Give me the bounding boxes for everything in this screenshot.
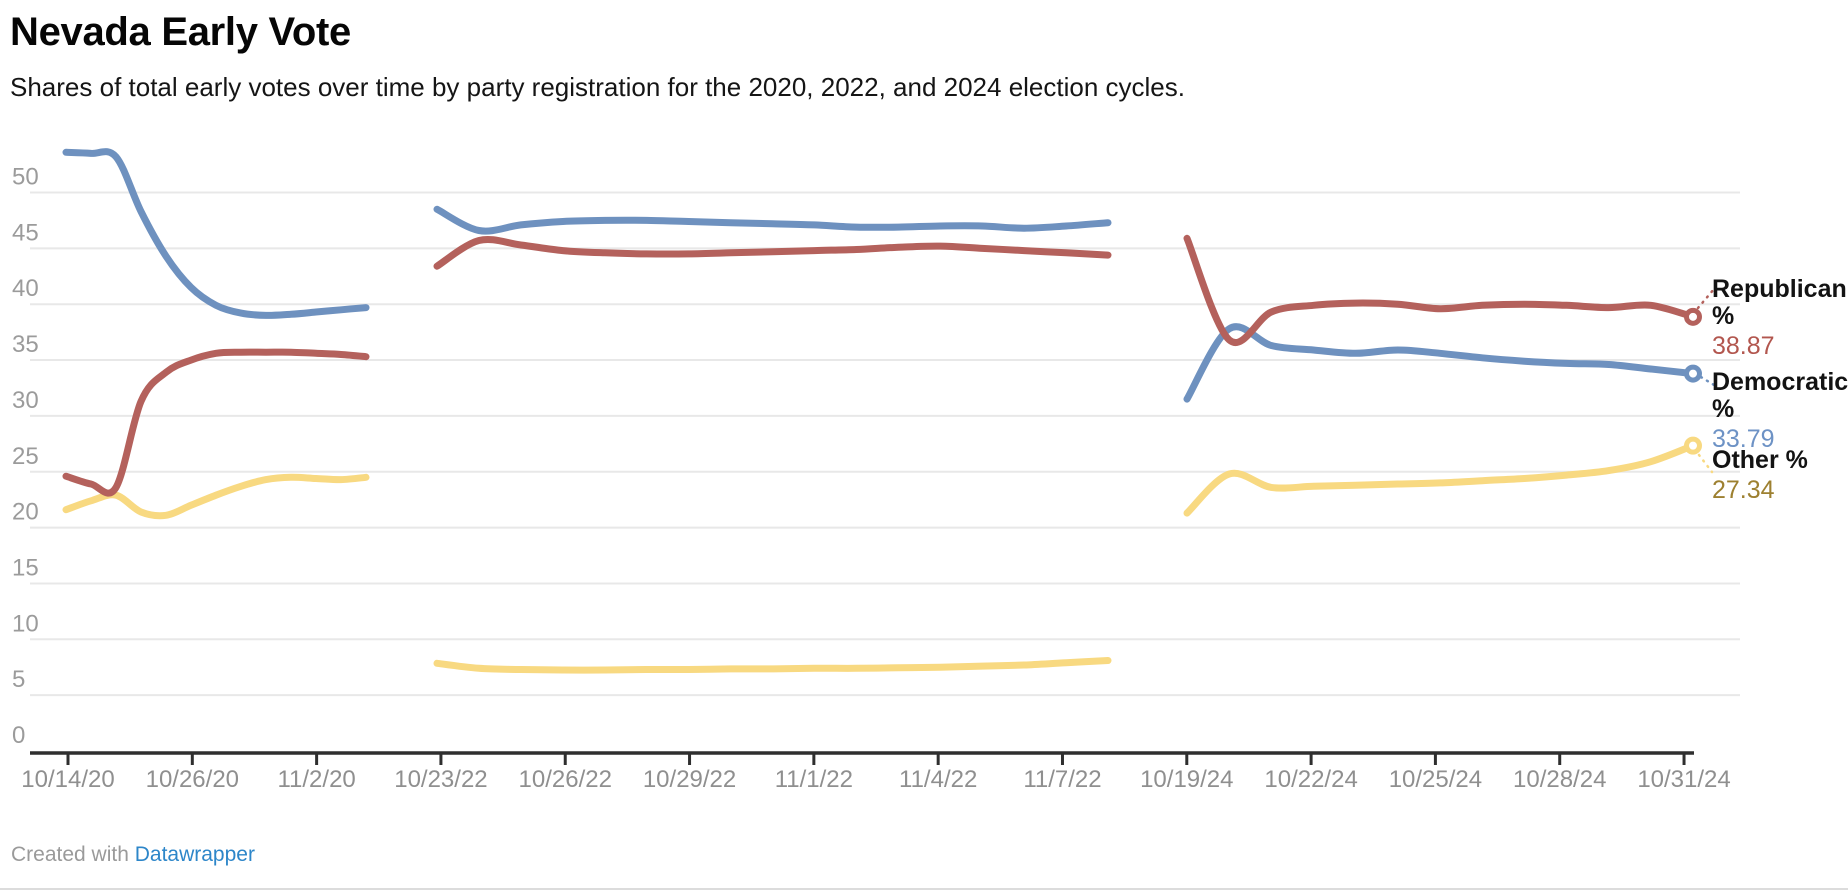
series-name-republican: Republican %	[1712, 275, 1847, 330]
bottom-border	[0, 888, 1848, 890]
line-other-2022	[433, 657, 1112, 674]
endpoint-dot	[1684, 436, 1702, 455]
x-tick-label: 10/19/24	[1140, 766, 1233, 793]
line-republican-2022	[433, 235, 1112, 270]
x-tick-label: 11/4/22	[899, 766, 977, 793]
series-name-democratic: Democratic %	[1712, 368, 1848, 423]
series-value-democratic: 33.79	[1712, 425, 1775, 453]
line-republican-2024	[1183, 234, 1697, 346]
endpoint-dot	[1684, 364, 1702, 383]
x-tick-label: 10/28/24	[1513, 766, 1606, 793]
attribution: Created with Datawrapper	[11, 843, 255, 867]
y-tick-label: 25	[12, 443, 39, 470]
series-label-republican: Republican % 38.87	[1712, 275, 1847, 360]
x-tick-label: 10/25/24	[1389, 766, 1482, 793]
x-tick-label: 11/7/22	[1023, 766, 1101, 793]
series-value-other: 27.34	[1712, 476, 1775, 504]
x-tick-label: 11/2/20	[277, 766, 355, 793]
y-tick-label: 0	[12, 722, 25, 749]
y-tick-label: 10	[12, 610, 39, 637]
y-tick-label: 40	[12, 275, 39, 302]
x-tick-label: 10/29/22	[643, 766, 736, 793]
line-other-2020	[62, 473, 370, 520]
y-tick-label: 30	[12, 387, 39, 414]
attribution-text: Created with	[11, 843, 135, 866]
leader-line	[1699, 375, 1716, 387]
line-democratic-2020	[62, 148, 370, 319]
x-tick-label: 11/1/22	[775, 766, 853, 793]
series-label-other: Other % 27.34	[1712, 447, 1826, 504]
line-republican-2020	[62, 348, 370, 497]
x-tick-label: 10/23/22	[394, 766, 487, 793]
series-value-republican: 38.87	[1712, 332, 1775, 360]
y-tick-label: 5	[12, 666, 25, 693]
endpoint-dot	[1684, 307, 1702, 326]
y-tick-label: 35	[12, 331, 39, 358]
series-name-other: Other %	[1712, 446, 1808, 474]
datawrapper-link[interactable]: Datawrapper	[134, 843, 255, 866]
line-other-2024	[1183, 442, 1697, 517]
x-tick-label: 10/14/20	[21, 766, 114, 793]
x-tick-label: 10/26/20	[146, 766, 239, 793]
x-tick-label: 10/26/22	[519, 766, 612, 793]
leader-line	[1696, 287, 1716, 310]
y-tick-label: 20	[12, 499, 39, 526]
series-label-democratic: Democratic % 33.79	[1712, 368, 1848, 453]
leader-line	[1697, 453, 1714, 474]
x-tick-label: 10/31/24	[1637, 766, 1730, 793]
line-democratic-2024	[1183, 323, 1697, 403]
y-tick-label: 45	[12, 219, 39, 246]
line-chart-canvas: 10/14/20 10/26/20 11/2/20 10/23/22 10/26/22 1…	[12, 148, 1740, 793]
y-tick-label: 15	[12, 554, 39, 581]
chart-subtitle: Shares of total early votes over time by…	[10, 72, 1185, 102]
line-democratic-2022	[433, 205, 1112, 235]
y-tick-label: 50	[12, 164, 39, 191]
x-tick-label: 10/22/24	[1264, 766, 1357, 793]
chart-title: Nevada Early Vote	[10, 10, 351, 54]
